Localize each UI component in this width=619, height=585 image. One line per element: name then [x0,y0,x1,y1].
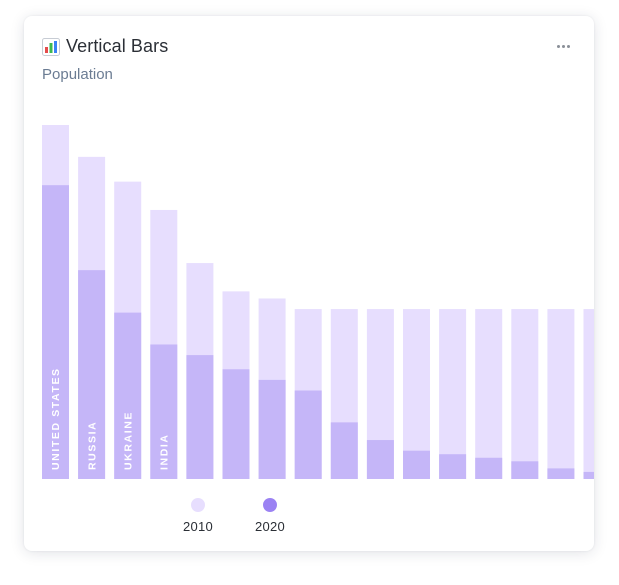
bar-2020[interactable] [511,461,539,479]
bar-category-label: UKRAINE [122,411,134,470]
legend-label-2020: 2020 [254,519,286,534]
more-horizontal-icon [556,44,560,48]
bar-2010[interactable] [475,309,503,479]
bar-2020[interactable] [258,379,286,479]
more-dot [566,44,570,48]
bar-category-label: INDIA [158,433,170,470]
bar-2010[interactable] [511,309,539,479]
bar-2020[interactable] [42,185,69,479]
more-dot [561,44,565,48]
bar-chart: UNITED STATES RUSSIA UKRAINE INDIA [42,125,595,480]
chart-subtitle: Population [42,66,113,83]
card-header: Vertical Bars [42,36,168,57]
chart-legend: 2010 2020 [24,16,594,551]
bar-2020[interactable] [330,422,358,479]
bar-2010[interactable] [547,309,575,479]
bar-2020[interactable] [222,369,250,479]
bar-2020[interactable] [439,454,467,479]
bar-2020[interactable] [403,450,430,479]
bar-category-label: UNITED STATES [50,367,62,470]
bar-2010[interactable] [583,309,595,479]
bar-2020[interactable] [150,344,178,479]
legend-item-2010[interactable]: 2010 [168,498,228,534]
bar-2020[interactable] [186,355,214,479]
bar-category-label: RUSSIA [86,421,98,470]
more-options-button[interactable] [552,38,574,54]
bar-2020[interactable] [78,270,106,479]
bar-2020[interactable] [294,390,322,480]
bar-2020[interactable] [366,440,394,479]
bar-2020[interactable] [114,312,142,479]
legend-label-2010: 2010 [182,519,214,534]
bar-chart-icon [42,37,60,56]
legend-item-2020[interactable]: 2020 [240,498,300,534]
chart-title: Vertical Bars [66,36,169,56]
chart-card: Vertical Bars Population UNITED STATES RU… [24,16,594,551]
legend-dot-2010 [191,498,205,512]
bar-2010[interactable] [439,309,467,479]
bar-2020[interactable] [583,471,595,479]
bar-2020[interactable] [475,457,503,479]
bar-2020[interactable] [547,468,575,479]
legend-dot-2020 [263,498,277,512]
